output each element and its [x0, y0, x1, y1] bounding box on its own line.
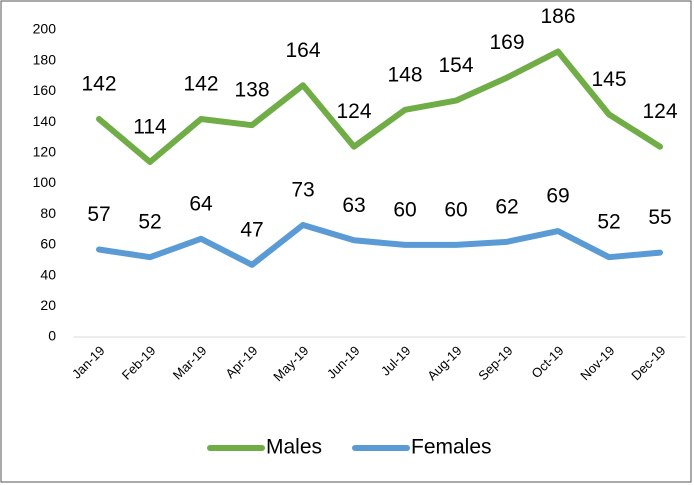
data-label: 114 [133, 116, 167, 139]
y-tick-label: 40 [40, 266, 56, 282]
data-label: 47 [240, 218, 263, 241]
y-tick-label: 80 [40, 205, 56, 221]
data-label: 142 [81, 73, 116, 96]
y-tick-label: 160 [33, 82, 57, 98]
y-tick-label: 0 [48, 328, 56, 344]
y-tick-label: 200 [33, 21, 57, 37]
y-tick-label: 20 [40, 297, 56, 313]
data-label: 164 [285, 39, 320, 62]
y-tick-label: 100 [33, 174, 57, 190]
data-label: 60 [393, 198, 416, 221]
data-label: 142 [183, 73, 218, 96]
y-tick-label: 120 [33, 144, 57, 160]
data-label: 186 [540, 5, 575, 28]
y-tick-label: 60 [40, 236, 56, 252]
y-tick-label: 140 [33, 113, 57, 129]
data-label: 52 [138, 211, 161, 234]
data-label: 63 [342, 194, 365, 217]
data-label: 154 [438, 54, 473, 77]
data-label: 138 [234, 79, 269, 102]
legend-label: Males [266, 436, 322, 459]
data-label: 57 [87, 203, 110, 226]
data-label: 169 [489, 31, 524, 54]
data-label: 124 [642, 100, 677, 123]
data-label: 62 [495, 195, 518, 218]
series-line [96, 221, 663, 268]
data-label: 55 [648, 206, 671, 229]
data-label: 60 [444, 198, 467, 221]
data-label: 64 [189, 192, 213, 215]
data-label: 124 [336, 100, 371, 123]
data-label: 145 [591, 68, 626, 91]
data-label: 69 [546, 185, 569, 208]
series-line [96, 48, 663, 166]
data-label: 73 [291, 178, 314, 201]
data-label: 52 [597, 211, 620, 234]
y-tick-label: 180 [33, 51, 57, 67]
legend-label: Females [411, 436, 492, 459]
data-label: 148 [387, 63, 422, 86]
